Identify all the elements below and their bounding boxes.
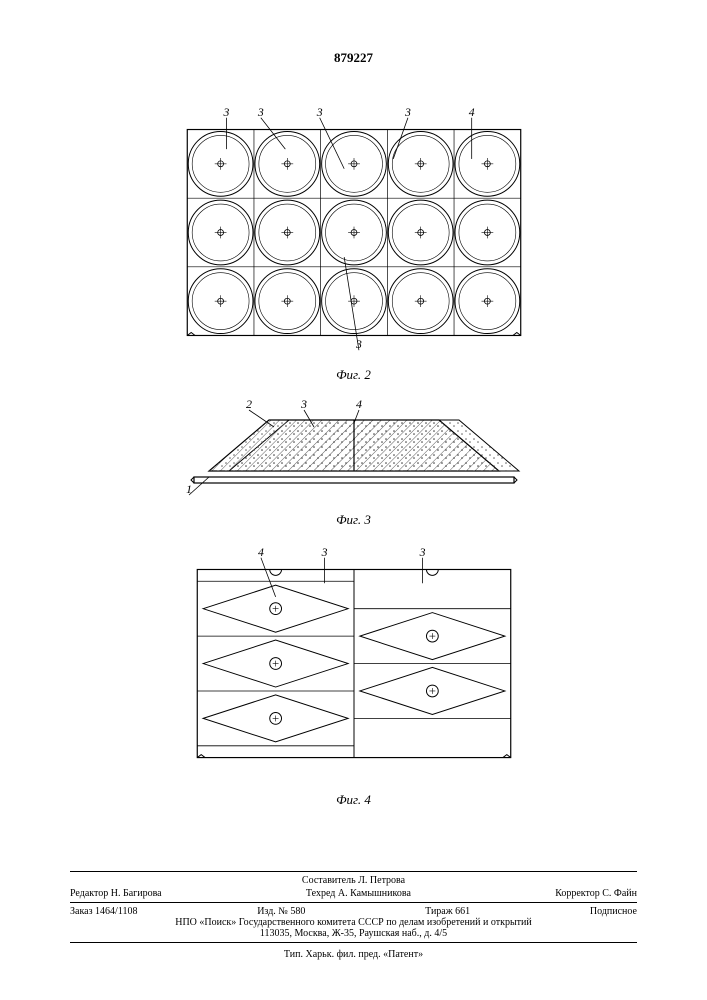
footer-rule bbox=[70, 902, 637, 903]
izd: Изд. № 580 bbox=[257, 906, 305, 917]
fig3-svg: 1 2 3 4 bbox=[174, 395, 534, 505]
svg-text:3: 3 bbox=[320, 546, 327, 559]
fig2-label: Фиг. 2 bbox=[174, 367, 534, 383]
page-number: 879227 bbox=[334, 50, 373, 66]
footer: Составитель Л. Петрова Редактор Н. Багир… bbox=[70, 868, 637, 960]
compiler: Составитель Л. Петрова bbox=[70, 875, 637, 886]
fig2-svg: 3 3 3 3 4 3 bbox=[174, 105, 534, 360]
svg-text:4: 4 bbox=[356, 397, 362, 411]
svg-text:3: 3 bbox=[222, 106, 229, 119]
svg-text:4: 4 bbox=[468, 106, 474, 119]
techred: Техред А. Камышникова bbox=[306, 888, 411, 899]
figure-4: 4 3 3 Фиг. 4 bbox=[184, 545, 524, 808]
corrector: Корректор С. Файн bbox=[555, 888, 637, 899]
fig4-svg: 4 3 3 bbox=[184, 545, 524, 785]
fig4-label: Фиг. 4 bbox=[184, 792, 524, 808]
svg-text:3: 3 bbox=[418, 546, 425, 559]
svg-text:3: 3 bbox=[315, 106, 322, 119]
printer: Тип. Харьк. фил. пред. «Патент» bbox=[70, 949, 637, 960]
svg-text:1: 1 bbox=[186, 482, 192, 496]
svg-text:4: 4 bbox=[258, 546, 264, 559]
org: НПО «Поиск» Государственного комитета СС… bbox=[70, 917, 637, 928]
editor: Редактор Н. Багирова bbox=[70, 888, 162, 899]
order-row: Заказ 1464/1108 Изд. № 580 Тираж 661 Под… bbox=[70, 906, 637, 917]
credits-row: Редактор Н. Багирова Техред А. Камышнико… bbox=[70, 888, 637, 899]
svg-text:3: 3 bbox=[300, 397, 307, 411]
footer-rule bbox=[70, 871, 637, 872]
order: Заказ 1464/1108 bbox=[70, 906, 137, 917]
svg-text:2: 2 bbox=[246, 397, 252, 411]
sub: Подписное bbox=[590, 906, 637, 917]
fig3-label: Фиг. 3 bbox=[174, 512, 534, 528]
svg-text:3: 3 bbox=[256, 106, 263, 119]
address: 113035, Москва, Ж-35, Раушская наб., д. … bbox=[70, 928, 637, 939]
figure-2: 3 3 3 3 4 3 Фиг. 2 bbox=[174, 105, 534, 383]
tirazh: Тираж 661 bbox=[425, 906, 470, 917]
figure-3: 1 2 3 4 Фиг. 3 bbox=[174, 395, 534, 528]
footer-rule bbox=[70, 942, 637, 943]
svg-text:3: 3 bbox=[404, 106, 411, 119]
svg-text:3: 3 bbox=[354, 338, 361, 351]
